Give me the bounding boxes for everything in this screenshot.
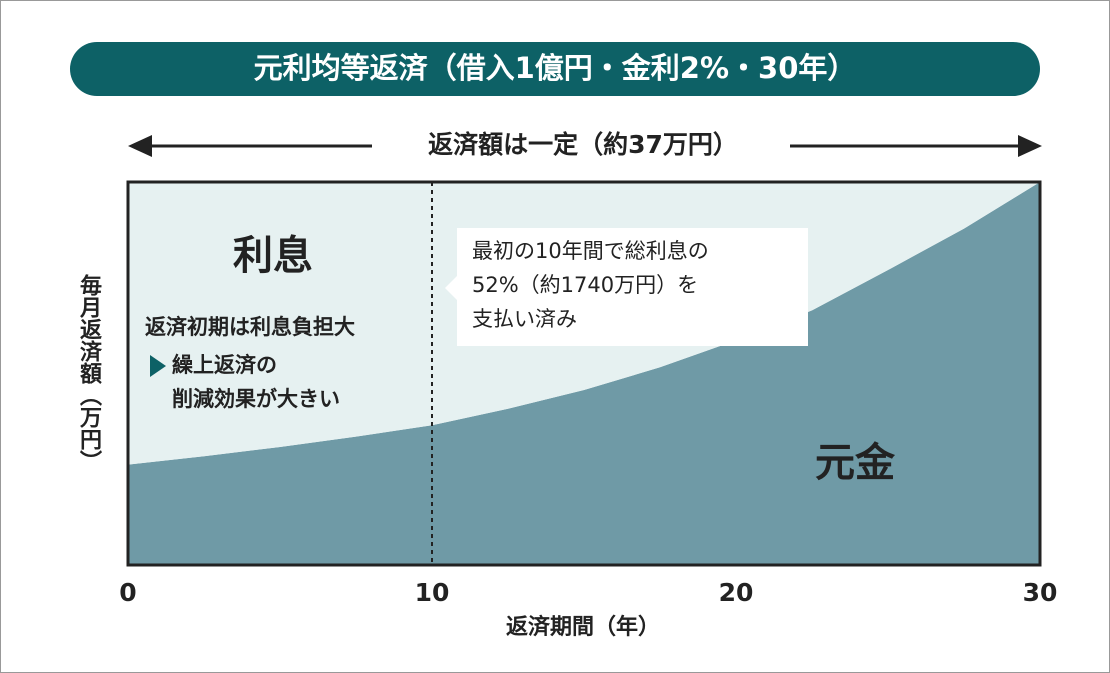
note: 削減効果が大きい xyxy=(172,387,340,411)
chart-title: 元利均等返済（借入1億円・金利2%・30年） xyxy=(254,51,857,85)
x-tick-label: 0 xyxy=(119,578,136,607)
note: 返済初期は利息負担大 xyxy=(145,315,355,339)
area xyxy=(128,182,1040,565)
series-label: 利息 xyxy=(233,233,313,279)
title-pill xyxy=(70,42,1040,96)
callout-box xyxy=(445,228,808,346)
x-tick-label: 30 xyxy=(1023,578,1058,607)
subtitle-bg xyxy=(372,128,790,164)
callout-text: 支払い済み xyxy=(472,307,577,331)
note: 繰上返済の xyxy=(172,353,277,377)
arrow-head xyxy=(1018,135,1042,157)
y-axis-label: 毎月返済額（万円） xyxy=(76,274,103,472)
series-label: 元金 xyxy=(815,440,896,486)
callout-text: 52%（約1740万円）を xyxy=(472,273,698,297)
plot-border xyxy=(126,180,1042,567)
callout-text: 最初の10年間で総利息の xyxy=(472,239,709,263)
subtitle: 返済額は一定（約37万円） xyxy=(428,130,738,159)
note-bullet xyxy=(150,355,166,377)
x-axis-label: 返済期間（年） xyxy=(506,614,660,640)
arrow-head xyxy=(128,135,152,157)
x-tick-label: 20 xyxy=(719,578,754,607)
x-tick-label: 10 xyxy=(415,578,450,607)
